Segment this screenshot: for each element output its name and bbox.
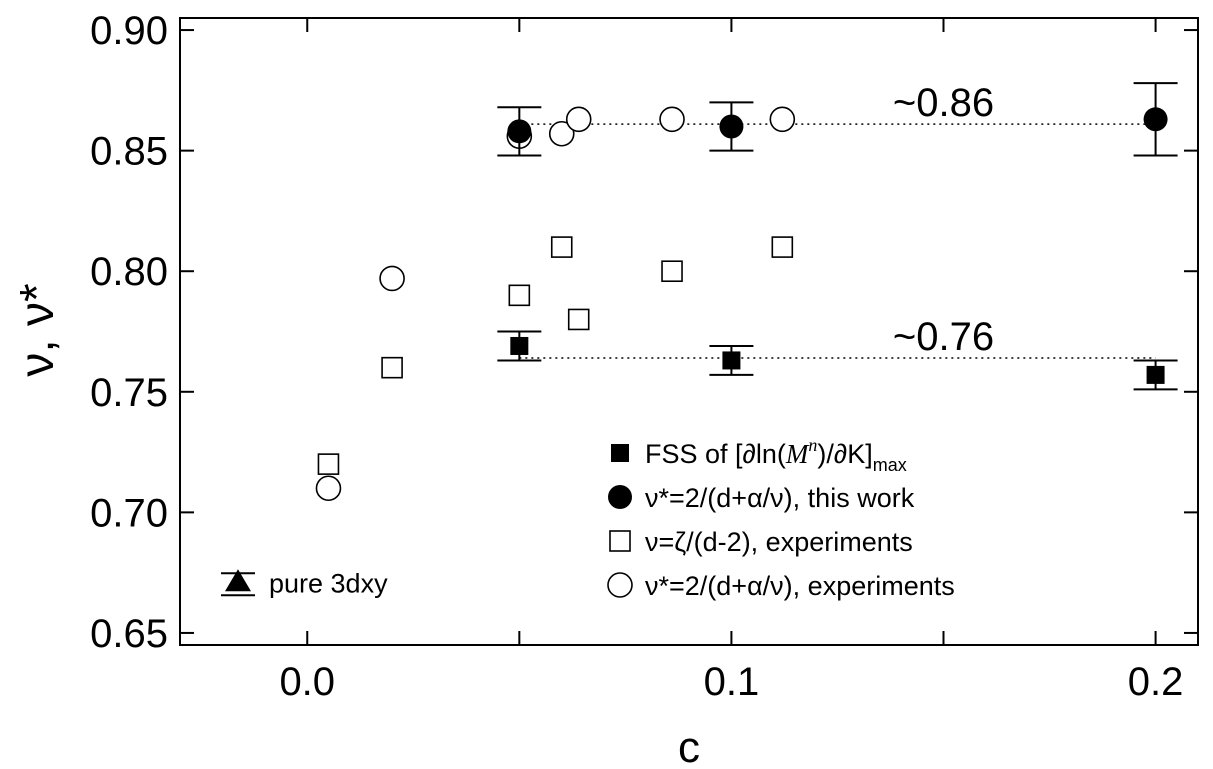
legend: FSS of [∂ln(Mn)/∂K]max ν*=2/(d+α/ν), this… xyxy=(607,435,955,601)
marker-open-circle xyxy=(379,265,405,292)
reference-line-label: ~0.76 xyxy=(893,315,994,359)
y-tick-label: 0.75 xyxy=(90,371,168,415)
marker-filled-circle xyxy=(507,119,532,144)
marker-filled-square xyxy=(510,336,529,355)
marker-open-square xyxy=(661,260,683,283)
marker-open-circle xyxy=(548,120,575,147)
pure-3dxy-label: pure 3dxy xyxy=(269,568,388,598)
y-tick-label: 0.85 xyxy=(90,130,168,174)
marker-filled-circle xyxy=(608,485,632,509)
marker-filled-square xyxy=(611,444,629,462)
marker-open-circle xyxy=(659,106,685,133)
marker-open-square xyxy=(317,453,340,475)
plot-frame xyxy=(179,17,1199,646)
marker-filled-circle xyxy=(1143,107,1168,132)
data-points xyxy=(315,82,1178,502)
marker-open-square xyxy=(609,530,631,552)
y-axis-title: ν, ν* xyxy=(11,283,64,376)
marker-open-square xyxy=(771,236,794,258)
marker-open-square xyxy=(381,356,403,379)
y-tick-label: 0.65 xyxy=(90,612,168,656)
axis-ticks xyxy=(180,18,1198,645)
legend-label: ν=ζ/(d-2), experiments xyxy=(645,527,913,557)
marker-open-circle xyxy=(769,106,796,133)
marker-open-circle xyxy=(565,106,592,133)
x-axis-title: c xyxy=(678,723,700,769)
reference-lines: ~0.86 ~0.76 xyxy=(519,81,1156,359)
x-tick-label: 0.0 xyxy=(279,660,335,704)
marker-filled-square xyxy=(1146,365,1165,384)
marker-open-square xyxy=(567,308,590,331)
marker-filled-circle xyxy=(719,114,744,139)
marker-open-square xyxy=(550,236,573,258)
marker-open-circle xyxy=(607,572,633,598)
y-tick-label: 0.90 xyxy=(90,9,168,53)
reference-line-label: ~0.86 xyxy=(893,81,994,125)
legend-label: ν*=2/(d+α/ν), this work xyxy=(645,483,915,513)
x-tick-label: 0.1 xyxy=(704,660,760,704)
marker-filled-square xyxy=(722,351,741,370)
x-tick-label: 0.2 xyxy=(1128,660,1184,704)
legend-label: FSS of [∂ln(Mn)/∂K]max xyxy=(645,435,907,475)
y-tick-label: 0.80 xyxy=(90,250,168,294)
marker-open-square xyxy=(508,284,531,307)
pure-3dxy-triangle xyxy=(225,569,251,592)
pure-3dxy-marker: pure 3dxy xyxy=(221,568,388,598)
axis-tick-labels: 0.65 0.70 0.75 0.80 0.85 0.90 0.0 0.1 0.2 xyxy=(90,9,1183,704)
marker-open-circle xyxy=(315,475,342,502)
y-tick-label: 0.70 xyxy=(90,491,168,535)
legend-label: ν*=2/(d+α/ν), experiments xyxy=(645,571,955,601)
